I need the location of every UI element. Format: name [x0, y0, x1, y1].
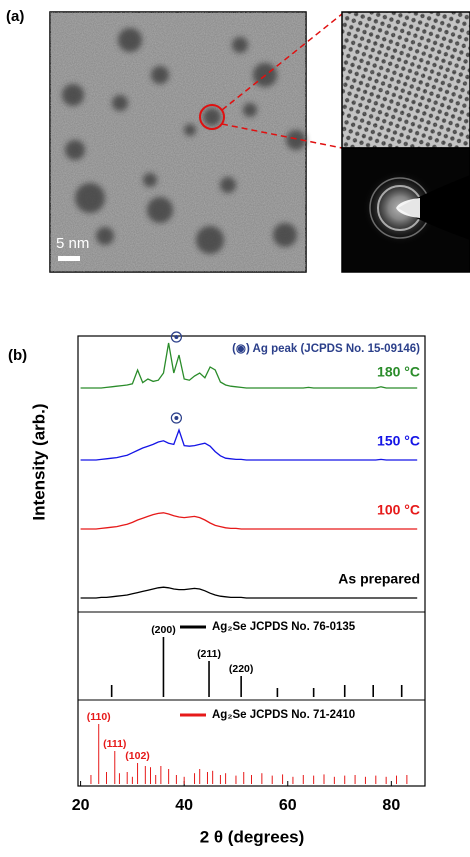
- peak-label: (211): [197, 648, 221, 660]
- peak-label: (220): [229, 663, 254, 675]
- xrd-trace: [80, 342, 418, 389]
- ag-peak-marker: [170, 412, 183, 424]
- panel-label: (a): [6, 8, 24, 25]
- peak-label: (111): [103, 738, 126, 750]
- xrd-trace: [80, 512, 418, 530]
- hrtem-inset: [341, 11, 470, 149]
- series-label: 100 °C: [377, 502, 420, 518]
- x-tick-label: 60: [279, 797, 297, 814]
- saed-inset: [341, 147, 470, 273]
- series-label: As prepared: [338, 571, 420, 587]
- series-label: 150 °C: [377, 433, 420, 449]
- series-label: 180 °C: [377, 364, 420, 380]
- tem-image: [49, 11, 307, 273]
- xrd-trace: [80, 586, 418, 599]
- x-tick-label: 40: [175, 797, 193, 814]
- scale-bar-label: 5 nm: [56, 235, 89, 252]
- ag-peak-marker: [170, 331, 183, 343]
- ag-peak-marker-dot: [174, 416, 179, 420]
- x-tick-label: 80: [382, 797, 400, 814]
- x-axis-label: 2 θ (degrees): [200, 827, 305, 846]
- legend-label: Ag₂Se JCPDS No. 71-2410: [212, 709, 355, 721]
- x-tick-label: 20: [72, 797, 90, 814]
- zoom-lines: [221, 13, 343, 149]
- legend-label: Ag₂Se JCPDS No. 76-0135: [212, 621, 356, 633]
- y-axis-label: Intensity (arb.): [29, 403, 48, 520]
- ag-peak-marker-dot: [174, 335, 179, 339]
- peak-label: (110): [87, 711, 111, 723]
- xrd-plot: [77, 335, 426, 787]
- peak-label: (200): [151, 624, 176, 636]
- ag-legend: (◉) Ag peak (JCPDS No. 15-09146): [232, 343, 420, 355]
- xrd-trace: [80, 428, 418, 461]
- peak-label: (102): [125, 750, 150, 762]
- panel-label: (b): [8, 347, 27, 364]
